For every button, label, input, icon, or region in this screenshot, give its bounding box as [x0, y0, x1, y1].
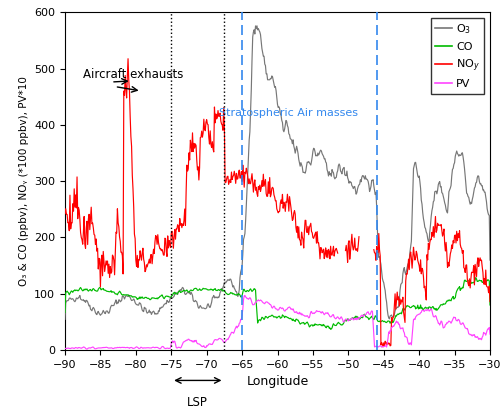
- Legend: O$_3$, CO, NO$_y$, PV: O$_3$, CO, NO$_y$, PV: [430, 18, 484, 94]
- Text: LSP: LSP: [188, 396, 208, 407]
- Text: Stratospheric Air masses: Stratospheric Air masses: [218, 108, 358, 118]
- X-axis label: Longitude: Longitude: [246, 375, 308, 388]
- Y-axis label: O₃ & CO (ppbv), NOᵧ (*100 ppbv), PV*10: O₃ & CO (ppbv), NOᵧ (*100 ppbv), PV*10: [18, 76, 28, 286]
- Text: Aircraft exhausts: Aircraft exhausts: [82, 68, 183, 81]
